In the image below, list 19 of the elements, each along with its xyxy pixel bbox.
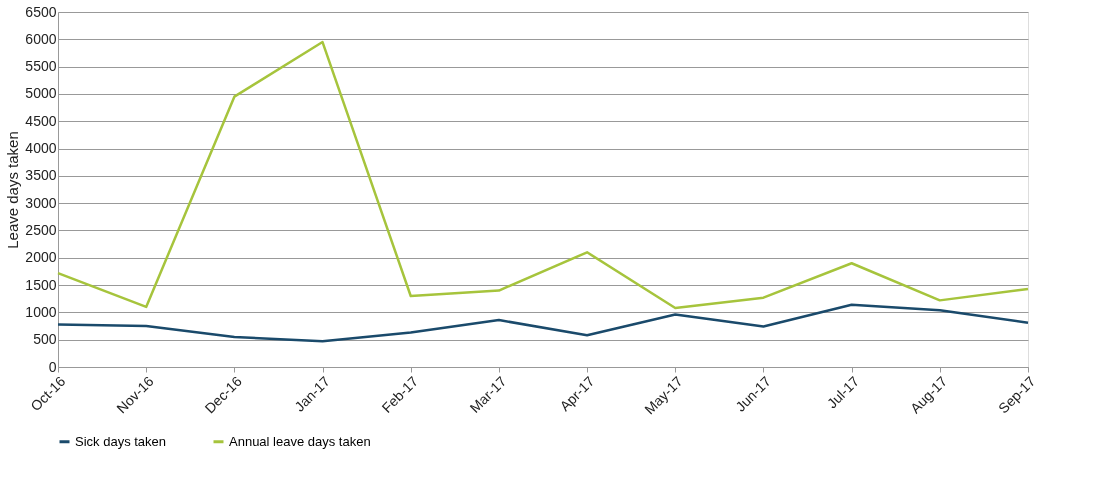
line-series <box>56 40 1030 310</box>
line-series <box>56 303 1030 343</box>
y-tick-label: 1000 <box>25 303 57 320</box>
y-tick-label: 5500 <box>25 58 57 75</box>
legend-label: Annual leave days taken <box>229 433 371 449</box>
y-tick-label: 500 <box>33 331 57 348</box>
y-tick-label: 2000 <box>25 249 57 266</box>
y-tick-label: 3000 <box>25 194 57 211</box>
y-tick-label: 0 <box>48 358 57 375</box>
y-tick-label: 1500 <box>25 276 57 293</box>
y-tick-label: 2500 <box>25 221 57 238</box>
y-tick-label: 6000 <box>25 30 57 47</box>
y-tick-label: 6500 <box>25 3 57 20</box>
y-tick-label: 5000 <box>25 85 57 102</box>
y-tick-label: 4000 <box>25 140 57 157</box>
y-axis-title: Leave days taken <box>4 131 22 249</box>
legend-label: Sick days taken <box>75 433 167 449</box>
y-tick-label: 4500 <box>25 112 57 129</box>
y-tick-label: 3500 <box>25 167 57 184</box>
